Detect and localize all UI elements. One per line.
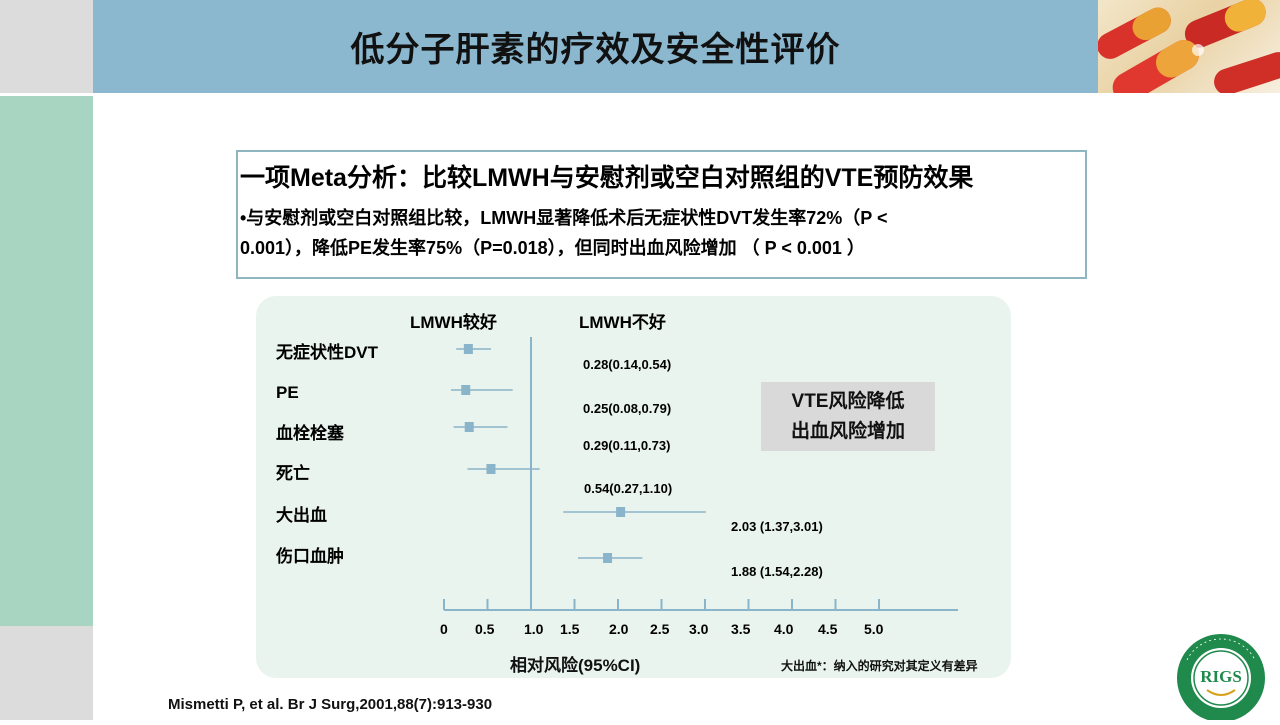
x-tick-label: 0.5 xyxy=(475,621,495,637)
corner-block-bottom xyxy=(0,626,93,720)
row-label: 血栓栓塞 xyxy=(276,423,345,443)
row-label: 无症状性DVT xyxy=(275,342,379,362)
slide-title: 低分子肝素的疗效及安全性评价 xyxy=(350,31,841,69)
x-tick-label: 3.0 xyxy=(689,621,709,637)
summary-line-1: •与安慰剂或空白对照组比较，LMWH显著降低术后无症状性DVT发生率72%（P … xyxy=(240,208,888,228)
point-estimate-marker xyxy=(486,464,496,474)
row-label: 大出血 xyxy=(276,505,327,525)
summary-box xyxy=(236,150,1087,279)
x-tick-label: 4.5 xyxy=(818,621,838,637)
x-axis-title: 相对风险(95%CI) xyxy=(510,656,641,675)
x-tick-label: 0 xyxy=(440,621,448,637)
ci-value-label: 0.28(0.14,0.54) xyxy=(583,357,671,372)
risk-line-1: VTE风险降低 xyxy=(791,390,905,412)
header-favors-control: LMWH不好 xyxy=(579,313,666,332)
row-label: 死亡 xyxy=(276,463,310,483)
summary-line-2: 0.001），降低PE发生率75%（P=0.018），但同时出血风险增加 （ P… xyxy=(240,238,865,258)
forest-plot-panel xyxy=(256,296,1011,678)
x-tick-label: 4.0 xyxy=(774,621,794,637)
ci-value-label: 0.54(0.27,1.10) xyxy=(584,481,672,496)
corner-block-top xyxy=(0,0,93,93)
header-band xyxy=(93,0,1098,93)
ci-value-label: 2.03 (1.37,3.01) xyxy=(731,519,823,534)
ci-value-label: 0.25(0.08,0.79) xyxy=(583,401,671,416)
ci-value-label: 0.29(0.11,0.73) xyxy=(583,438,670,453)
rigs-logo: RIGS xyxy=(1162,630,1280,722)
x-tick-label: 1.0 xyxy=(524,621,544,637)
ci-value-label: 1.88 (1.54,2.28) xyxy=(731,564,823,579)
point-estimate-marker xyxy=(461,385,471,395)
citation: Mismetti P, et al. Br J Surg,2001,88(7):… xyxy=(168,696,493,713)
summary-title: 一项Meta分析：比较LMWH与安慰剂或空白对照组的VTE预防效果 xyxy=(240,164,974,192)
x-tick-label: 2.0 xyxy=(609,621,629,637)
point-estimate-marker xyxy=(464,422,474,432)
point-estimate-marker xyxy=(603,553,613,563)
left-accent-bar xyxy=(0,96,93,626)
pills-image xyxy=(1098,0,1280,93)
svg-text:RIGS: RIGS xyxy=(1200,667,1242,686)
risk-summary-box: VTE风险降低 出血风险增加 xyxy=(761,382,935,451)
x-tick-label: 5.0 xyxy=(864,621,884,637)
row-label: PE xyxy=(276,383,299,402)
x-tick-label: 3.5 xyxy=(731,621,751,637)
footnote: 大出血*：纳入的研究对其定义有差异 xyxy=(781,659,978,673)
row-label: 伤口血肿 xyxy=(275,546,344,566)
header-favors-lmwh: LMWH较好 xyxy=(410,313,497,332)
x-tick-label: 2.5 xyxy=(650,621,670,637)
risk-line-2: 出血风险增加 xyxy=(790,420,905,442)
point-estimate-marker xyxy=(616,507,626,517)
x-tick-label: 1.5 xyxy=(560,621,580,637)
point-estimate-marker xyxy=(463,344,473,354)
